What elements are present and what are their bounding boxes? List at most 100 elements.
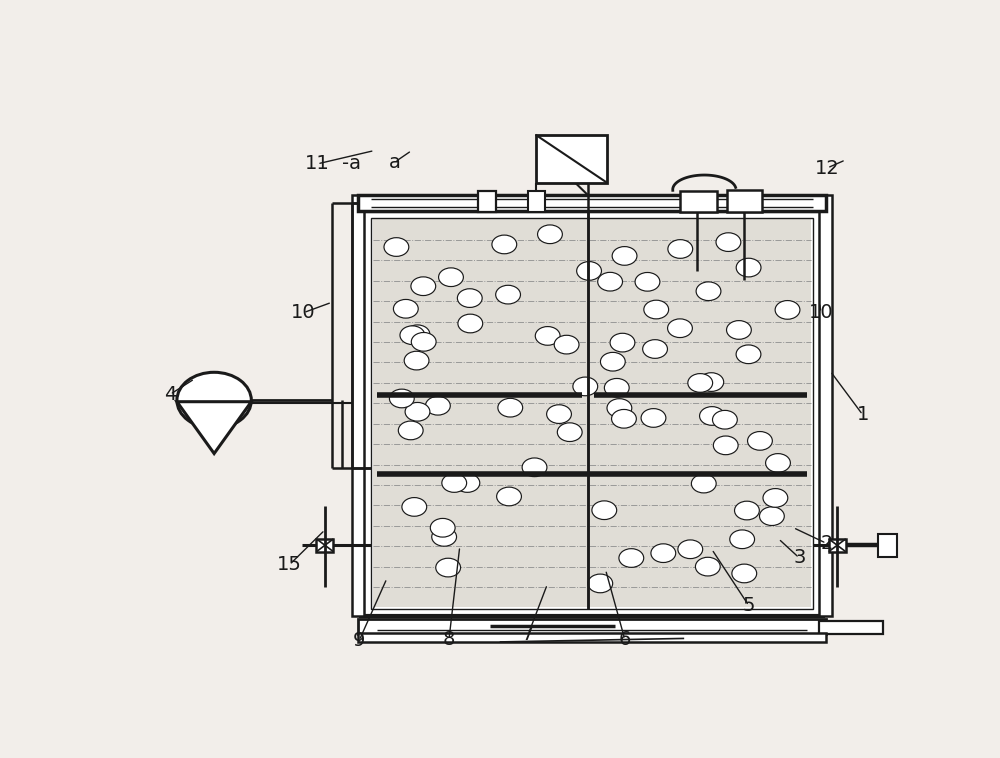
Bar bbox=[829, 539, 846, 552]
Circle shape bbox=[393, 299, 418, 318]
Circle shape bbox=[496, 285, 520, 304]
Circle shape bbox=[492, 235, 517, 254]
Circle shape bbox=[691, 475, 716, 493]
Circle shape bbox=[668, 240, 693, 258]
Circle shape bbox=[538, 225, 562, 243]
Bar bbox=[528, 191, 545, 212]
Circle shape bbox=[497, 487, 521, 506]
Circle shape bbox=[442, 474, 467, 493]
Circle shape bbox=[668, 319, 692, 337]
Circle shape bbox=[678, 540, 703, 559]
Circle shape bbox=[425, 396, 450, 415]
Text: 9: 9 bbox=[353, 631, 365, 650]
Text: 4: 4 bbox=[164, 385, 176, 404]
Circle shape bbox=[612, 409, 636, 428]
Circle shape bbox=[713, 410, 737, 429]
Text: 6: 6 bbox=[619, 630, 631, 649]
Circle shape bbox=[736, 258, 761, 277]
Bar bbox=[358, 633, 826, 642]
Bar bbox=[727, 190, 762, 211]
Circle shape bbox=[635, 272, 660, 291]
Circle shape bbox=[498, 399, 523, 417]
Circle shape bbox=[398, 421, 423, 440]
Text: 2: 2 bbox=[820, 534, 833, 553]
Text: -a: -a bbox=[342, 155, 361, 174]
Circle shape bbox=[405, 325, 430, 343]
Circle shape bbox=[436, 558, 461, 577]
Circle shape bbox=[439, 268, 463, 287]
Circle shape bbox=[713, 436, 738, 455]
Circle shape bbox=[610, 334, 635, 352]
Circle shape bbox=[600, 352, 625, 371]
Circle shape bbox=[700, 406, 724, 425]
Bar bbox=[478, 191, 496, 212]
Circle shape bbox=[748, 431, 772, 450]
Circle shape bbox=[402, 497, 427, 516]
Bar bbox=[358, 196, 826, 211]
Circle shape bbox=[404, 351, 429, 370]
Circle shape bbox=[759, 507, 784, 525]
Circle shape bbox=[177, 372, 251, 428]
Bar bbox=[819, 621, 883, 634]
Circle shape bbox=[730, 530, 755, 549]
Circle shape bbox=[432, 528, 457, 547]
Circle shape bbox=[547, 405, 571, 424]
Circle shape bbox=[727, 321, 751, 340]
Circle shape bbox=[455, 474, 480, 493]
Circle shape bbox=[535, 327, 560, 345]
Bar bbox=[878, 534, 897, 557]
Circle shape bbox=[688, 374, 713, 393]
Circle shape bbox=[588, 574, 613, 593]
Text: a: a bbox=[389, 152, 401, 171]
Circle shape bbox=[775, 301, 800, 319]
Text: 7: 7 bbox=[522, 625, 534, 644]
Text: 8: 8 bbox=[443, 630, 455, 649]
Bar bbox=[361, 211, 822, 616]
Bar bbox=[316, 539, 333, 552]
Circle shape bbox=[607, 399, 632, 418]
Text: 11: 11 bbox=[305, 155, 330, 174]
Circle shape bbox=[651, 543, 676, 562]
Text: 12: 12 bbox=[815, 158, 840, 177]
Circle shape bbox=[732, 564, 757, 583]
Circle shape bbox=[598, 272, 623, 291]
Text: 10: 10 bbox=[291, 303, 316, 322]
Polygon shape bbox=[177, 402, 251, 453]
Circle shape bbox=[577, 262, 601, 280]
Circle shape bbox=[457, 289, 482, 308]
Circle shape bbox=[695, 557, 720, 576]
Bar bbox=[373, 219, 811, 607]
Circle shape bbox=[716, 233, 741, 252]
Circle shape bbox=[736, 345, 761, 364]
Circle shape bbox=[411, 333, 436, 351]
Circle shape bbox=[405, 402, 430, 421]
Bar bbox=[536, 135, 607, 183]
Bar bbox=[352, 196, 364, 616]
Circle shape bbox=[643, 340, 667, 359]
Circle shape bbox=[619, 549, 644, 567]
Circle shape bbox=[557, 423, 582, 441]
Circle shape bbox=[554, 335, 579, 354]
Circle shape bbox=[641, 409, 666, 428]
Circle shape bbox=[604, 378, 629, 397]
Circle shape bbox=[766, 453, 790, 472]
Circle shape bbox=[400, 326, 425, 345]
Bar bbox=[819, 196, 832, 616]
Circle shape bbox=[573, 377, 598, 396]
Circle shape bbox=[384, 238, 409, 256]
Text: 3: 3 bbox=[793, 548, 805, 568]
Text: 1: 1 bbox=[857, 406, 869, 424]
Bar bbox=[371, 218, 813, 609]
Text: 10: 10 bbox=[809, 303, 833, 322]
Bar bbox=[680, 191, 717, 211]
Circle shape bbox=[389, 389, 414, 408]
Bar bbox=[358, 619, 826, 634]
Circle shape bbox=[522, 458, 547, 477]
Circle shape bbox=[699, 373, 724, 391]
Circle shape bbox=[612, 246, 637, 265]
Circle shape bbox=[411, 277, 436, 296]
Circle shape bbox=[430, 518, 455, 537]
Circle shape bbox=[696, 282, 721, 301]
Circle shape bbox=[763, 489, 788, 507]
Text: 5: 5 bbox=[743, 597, 755, 615]
